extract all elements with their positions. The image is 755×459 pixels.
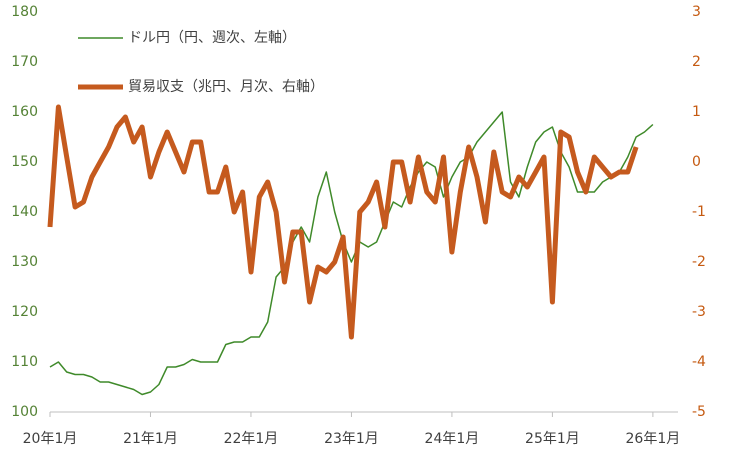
y2-tick-label: -4: [692, 354, 706, 370]
legend-label: 貿易収支（兆円、月次、右軸）: [128, 79, 324, 95]
x-tick-label: 22年1月: [224, 431, 279, 447]
y2-tick-label: -5: [692, 404, 706, 420]
series-line: [49, 111, 654, 396]
y2-tick-label: -2: [692, 254, 706, 270]
x-tick-label: 26年1月: [626, 431, 681, 447]
y-tick-label: 110: [11, 354, 38, 370]
x-tick-label: 23年1月: [324, 431, 379, 447]
y2-tick-label: 3: [692, 4, 701, 20]
y-tick-label: 120: [11, 304, 38, 320]
series-line: [47, 104, 639, 340]
y-tick-label: 140: [11, 204, 38, 220]
x-tick-label: 21年1月: [123, 431, 178, 447]
x-tick-label: 24年1月: [425, 431, 480, 447]
y-tick-label: 150: [11, 154, 38, 170]
y-tick-label: 180: [11, 4, 38, 20]
y-tick-label: 160: [11, 104, 38, 120]
y2-tick-label: -1: [692, 204, 706, 220]
y-tick-label: 130: [11, 254, 38, 270]
y2-tick-label: 0: [692, 154, 701, 170]
x-tick-label: 20年1月: [23, 431, 78, 447]
y2-tick-label: -3: [692, 304, 706, 320]
legend-label: ドル円（円、週次、左軸）: [128, 30, 296, 46]
y2-tick-label: 2: [692, 54, 701, 70]
y2-tick-label: 1: [692, 104, 701, 120]
y-tick-label: 170: [11, 54, 38, 70]
x-tick-label: 25年1月: [525, 431, 580, 447]
y-tick-label: 100: [11, 404, 38, 420]
